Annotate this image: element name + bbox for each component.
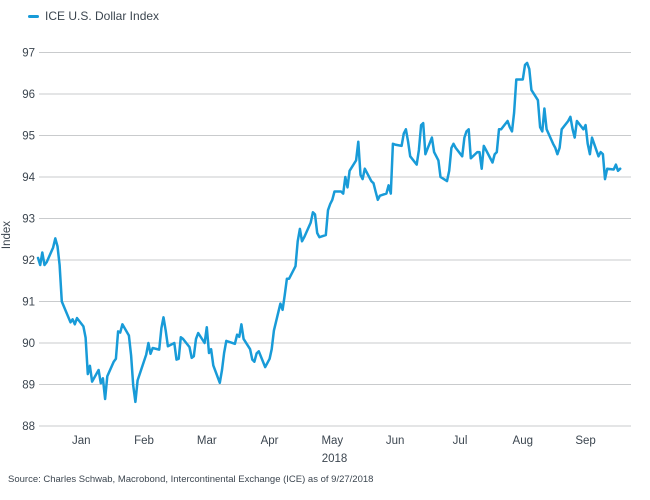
x-tick-label: Aug [513,435,533,447]
x-tick-label: Jun [386,435,405,447]
x-tick-label: Jan [72,435,91,447]
y-tick-label: 96 [22,89,35,101]
legend: ICE U.S. Dollar Index [28,9,159,23]
y-tick-label: 91 [22,297,35,309]
y-tick-label: 88 [22,421,35,433]
y-tick-label: 90 [22,338,35,350]
dollar-index-line [36,61,622,404]
y-tick-label: 93 [22,214,35,226]
y-tick-label: 94 [22,172,35,184]
x-axis-year-label: 2018 [322,453,348,465]
x-tick-label: Apr [261,435,279,447]
y-tick-label: 95 [22,131,35,143]
y-tick-label: 92 [22,255,35,267]
x-tick-label: Sep [575,435,595,447]
y-tick-label: 97 [22,48,35,60]
x-tick-label: May [321,435,343,447]
source-note: Source: Charles Schwab, Macrobond, Inter… [8,474,374,485]
plot-area: 97 96 95 94 93 92 91 90 89 88 Jan Feb Mar Apr May Jun Ju… [22,48,631,465]
legend-label: ICE U.S. Dollar Index [45,9,160,23]
y-tick-label: 89 [22,380,35,392]
legend-line-marker [28,14,39,18]
x-tick-label: Feb [134,435,154,447]
x-tick-label: Jul [453,435,468,447]
x-tick-label: Mar [197,435,217,447]
